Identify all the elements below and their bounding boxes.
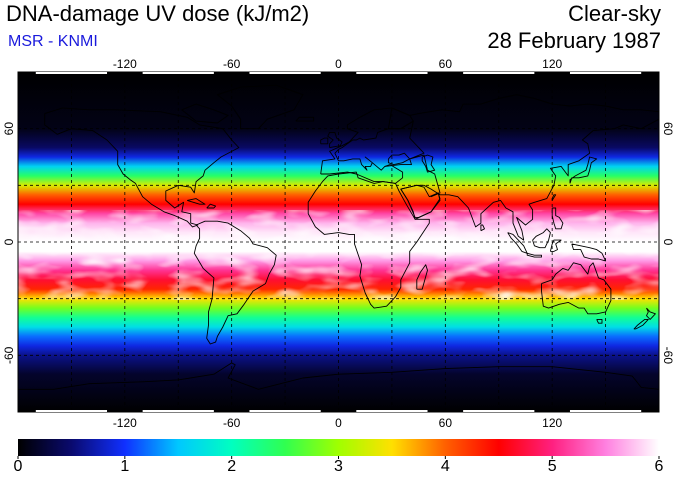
left-latitude-labels: -60 0 60 [2,122,16,364]
colorbar [18,439,659,456]
lon-label-bottom: -60 [223,416,241,430]
graticule [18,72,659,412]
colorbar-label: 4 [440,458,450,475]
coastline-australia [541,262,612,315]
lat-label-right: 60 [661,122,675,136]
colorbar-label: 0 [13,458,23,475]
coastline-hispaniola [206,203,217,209]
right-latitude-labels: -60 0 60 [661,122,675,364]
top-longitude-labels: -120 -60 0 60 120 [113,57,563,71]
coastline-borneo [532,228,551,249]
coastline-cuba [187,198,206,205]
colorbar-ticks [17,456,660,459]
lon-label-top: -60 [223,57,241,71]
coastline-greenland [216,84,304,130]
date-label: 28 February 1987 [487,28,661,53]
lon-label-bottom: 0 [335,416,342,430]
coastline-new-zealand-north [646,307,656,320]
coastlines [18,84,659,390]
lon-label-bottom: 120 [542,416,562,430]
coastline-antarctica [18,362,659,390]
lat-label-left: 60 [2,122,16,136]
coastline-caspian [421,154,436,173]
lat-label-left: 0 [2,238,16,245]
coastline-ireland [320,137,329,145]
lat-label-right: 0 [661,239,675,246]
coastline-europe [320,107,414,184]
frame-ticks [35,72,642,412]
lon-label-top: 0 [335,57,342,71]
coastline-japan [569,156,598,184]
coastline-africa [307,171,430,309]
lat-label-left: -60 [2,346,16,364]
lon-label-top: -120 [113,57,137,71]
coastline-new-guinea [571,243,607,262]
coastline-tasmania [596,318,603,324]
coastline-java [526,252,542,258]
map-title: DNA-damage UV dose (kJ/m2) [6,1,310,26]
sky-condition-label: Clear-sky [568,1,661,26]
coastline-madagascar [416,264,428,290]
colorbar-label: 3 [334,458,343,475]
coastline-philippines [551,207,564,230]
colorbar-label: 6 [654,458,664,475]
lon-label-bottom: 60 [439,416,453,430]
coastline-iceland [295,116,315,122]
coastline-new-zealand-south [633,318,649,330]
coastline-great-britain [327,131,343,149]
map-plot-area [18,72,659,412]
colorbar-label: 2 [227,458,237,475]
coastline-south-america [193,220,277,345]
lat-label-right: -60 [661,347,675,365]
coastline-sri-lanka [480,224,485,232]
data-source-label: MSR - KNMI [8,33,98,50]
coastline-black-sea [387,152,411,166]
colorbar-label: 5 [547,458,557,475]
lon-label-top: 60 [439,57,453,71]
coastline-baffin [181,103,229,124]
lon-label-bottom: -120 [113,416,137,430]
lon-label-top: 120 [542,57,562,71]
coastline-arabia-hint [400,184,441,218]
map-frame [17,71,660,413]
colorbar-label: 1 [120,458,130,475]
bottom-longitude-labels: -120 -60 0 60 120 [113,416,563,430]
